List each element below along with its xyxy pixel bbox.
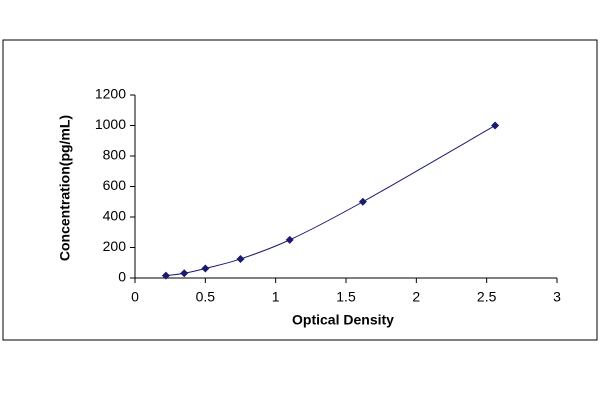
x-tick-label: 2 — [412, 289, 420, 305]
y-tick-label: 0 — [118, 269, 126, 285]
x-tick-label: 1.5 — [336, 289, 356, 305]
x-tick-label: 0.5 — [196, 289, 216, 305]
x-axis-title: Optical Density — [292, 312, 394, 328]
point — [491, 121, 500, 130]
x-tick-label: 3 — [553, 289, 561, 305]
point — [161, 271, 170, 280]
chart-frame — [2, 39, 598, 341]
point — [358, 197, 367, 206]
y-axis-title: Concentration(pg/mL) — [57, 115, 73, 261]
y-tick-label: 1200 — [95, 86, 126, 102]
point — [236, 254, 245, 263]
y-tick-label: 1000 — [95, 116, 126, 132]
point — [180, 269, 189, 278]
curve — [165, 125, 496, 277]
y-tick-label: 200 — [103, 238, 127, 254]
x-tick-label: 1 — [272, 289, 280, 305]
x-tick-label: 0 — [131, 289, 139, 305]
y-tick-label: 600 — [103, 177, 127, 193]
y-tick-label: 800 — [103, 147, 127, 163]
point — [201, 264, 210, 273]
y-tick-label: 400 — [103, 208, 127, 224]
x-tick-label: 2.5 — [477, 289, 497, 305]
point — [285, 235, 294, 244]
